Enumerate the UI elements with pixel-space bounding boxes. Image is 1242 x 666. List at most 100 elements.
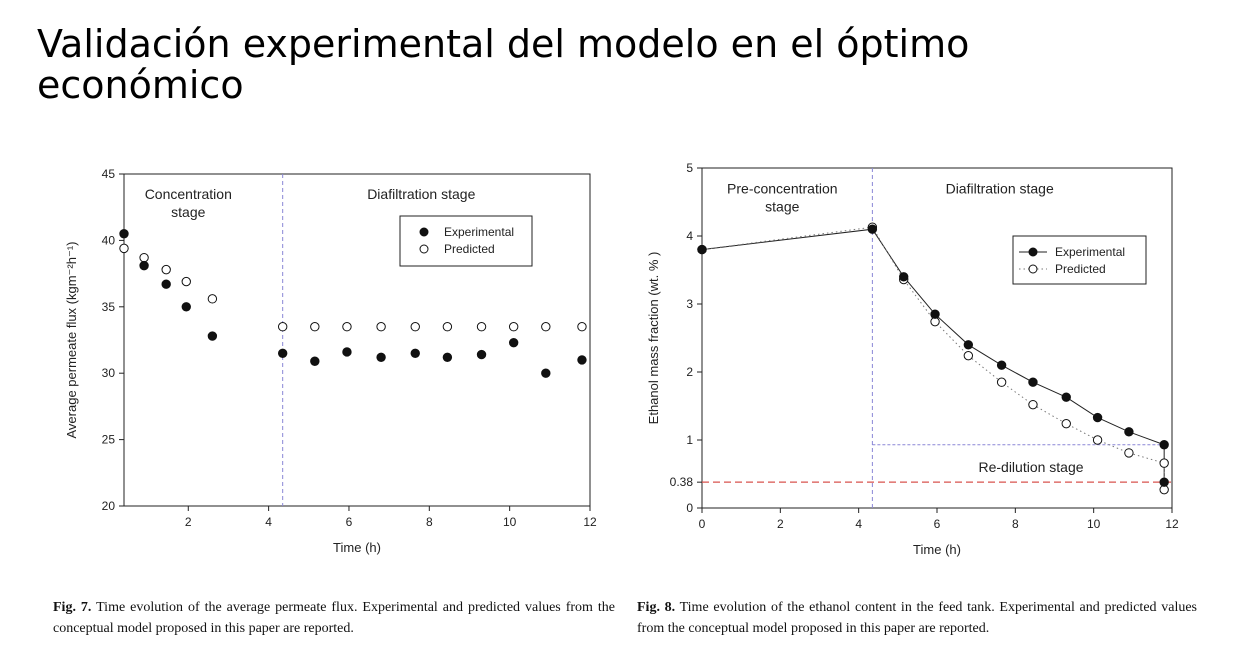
x-tick-label: 6 xyxy=(934,517,941,531)
stage-annotation: Diafiltration stage xyxy=(946,180,1054,196)
y-tick-label: 2 xyxy=(686,365,693,379)
data-point-experimental xyxy=(181,302,191,312)
series-line-experimental xyxy=(701,228,1165,483)
slide-title: Validación experimental del modelo en el… xyxy=(37,22,970,107)
data-point-predicted xyxy=(119,243,129,254)
data-point-predicted xyxy=(1061,418,1071,429)
data-point-predicted xyxy=(139,252,149,263)
data-point-experimental xyxy=(442,352,453,362)
data-point-predicted xyxy=(310,322,320,332)
figure-7-label: Fig. 7. xyxy=(53,600,92,615)
y-tick-label: 40 xyxy=(102,233,116,247)
x-tick-label: 4 xyxy=(265,515,272,529)
y-tick-label: 5 xyxy=(686,161,693,175)
data-point-experimental xyxy=(1124,427,1134,437)
x-axis-label: Time (h) xyxy=(913,542,961,557)
data-point-experimental xyxy=(310,356,320,366)
data-point-experimental xyxy=(1061,392,1071,402)
legend-marker xyxy=(419,244,429,254)
legend-marker xyxy=(1028,247,1038,257)
data-point-experimental xyxy=(577,355,587,365)
stage-annotation: Pre-concentration xyxy=(727,180,838,196)
legend-label: Experimental xyxy=(1055,245,1125,259)
data-point-predicted xyxy=(476,322,487,332)
data-point-experimental xyxy=(1028,377,1038,387)
legend-box xyxy=(399,215,533,267)
y-tick-label: 1 xyxy=(686,433,693,447)
legend-label: Experimental xyxy=(444,225,514,239)
y-tick-label: 4 xyxy=(686,229,693,243)
x-tick-label: 8 xyxy=(1012,517,1019,531)
legend-box xyxy=(1012,235,1147,285)
data-point-predicted xyxy=(161,264,171,275)
data-point-predicted xyxy=(207,294,218,304)
x-tick-label: 10 xyxy=(1087,517,1101,531)
data-point-predicted xyxy=(277,322,288,332)
x-tick-label: 12 xyxy=(583,515,597,529)
data-point-experimental xyxy=(867,224,878,234)
data-point-experimental xyxy=(899,272,909,282)
x-tick-label: 8 xyxy=(426,515,433,529)
figure-8-caption-text: Time evolution of the ethanol content in… xyxy=(637,600,1198,636)
plot-frame xyxy=(123,173,591,507)
plot-frame xyxy=(701,167,1173,509)
data-point-predicted xyxy=(577,322,587,332)
data-point-predicted xyxy=(1028,399,1038,410)
y-tick-label: 35 xyxy=(102,300,116,314)
x-axis-label: Time (h) xyxy=(333,540,381,555)
permeate-flux-chart: 20 25 30 35 40 45 2 4 6 8 10 12 Time (h) Average perm… xyxy=(64,167,597,555)
legend-label: Predicted xyxy=(444,242,495,256)
stage-annotation: stage xyxy=(765,198,799,214)
x-tick-label: 4 xyxy=(855,517,862,531)
data-point-predicted xyxy=(442,322,453,332)
data-point-experimental xyxy=(410,348,420,358)
data-point-predicted xyxy=(508,322,519,332)
stage-annotation: Re-dilution stage xyxy=(978,459,1083,475)
data-point-predicted xyxy=(376,322,386,332)
data-point-experimental xyxy=(139,260,149,271)
figure-8-caption: Fig. 8. Time evolution of the ethanol co… xyxy=(637,597,1197,639)
y-tick-label: 30 xyxy=(102,366,116,380)
legend-label: Predicted xyxy=(1055,262,1106,276)
x-tick-label: 2 xyxy=(185,515,192,529)
data-point-experimental xyxy=(161,279,171,289)
y-axis-label: Average permeate flux (kgm⁻²h⁻¹) xyxy=(64,242,79,439)
y-tick-label: 25 xyxy=(102,433,116,447)
data-point-experimental xyxy=(996,360,1007,370)
data-point-predicted xyxy=(181,276,191,287)
figure-8-label: Fig. 8. xyxy=(637,600,676,615)
data-point-experimental xyxy=(119,229,129,239)
figure-7-caption-text: Time evolution of the average permeate f… xyxy=(53,600,615,636)
data-point-predicted xyxy=(1124,448,1134,458)
y-tick-label: 0 xyxy=(686,501,693,515)
x-tick-label: 2 xyxy=(777,517,784,531)
data-point-experimental xyxy=(963,340,974,350)
x-tick-label: 6 xyxy=(346,515,353,529)
data-point-predicted xyxy=(996,377,1007,387)
data-point-experimental xyxy=(1159,477,1169,487)
data-point-predicted xyxy=(541,322,551,332)
data-point-experimental xyxy=(376,352,386,362)
data-point-experimental xyxy=(508,337,519,348)
data-point-experimental xyxy=(541,368,551,378)
legend-marker xyxy=(1028,264,1038,274)
data-point-experimental xyxy=(277,348,288,358)
y-tick-label: 3 xyxy=(686,297,693,311)
data-point-predicted xyxy=(1092,435,1103,445)
data-point-predicted xyxy=(342,322,352,332)
legend-marker xyxy=(419,227,429,237)
data-point-experimental xyxy=(930,309,940,319)
stage-annotation: Diafiltration stage xyxy=(367,186,475,202)
x-tick-label: 0 xyxy=(699,517,706,531)
stage-annotation: Concentration xyxy=(145,186,232,202)
data-point-experimental xyxy=(342,347,352,357)
y-tick-label: 0.38 xyxy=(670,475,694,489)
x-tick-label: 10 xyxy=(503,515,517,529)
stage-annotation: stage xyxy=(171,204,205,220)
data-point-predicted xyxy=(1159,458,1169,468)
y-tick-label: 20 xyxy=(102,499,116,513)
figure-7-caption: Fig. 7. Time evolution of the average pe… xyxy=(53,597,615,639)
data-point-experimental xyxy=(1092,412,1103,423)
y-axis-label: Ethanol mass fraction (wt. % ) xyxy=(646,252,661,425)
